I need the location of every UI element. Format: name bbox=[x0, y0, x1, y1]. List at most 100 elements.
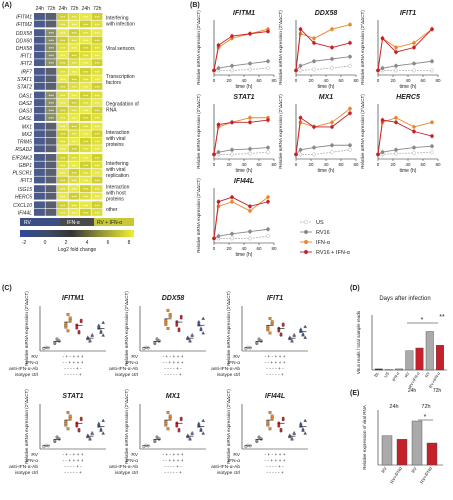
series-line bbox=[213, 196, 269, 239]
chart-title: STAT1 bbox=[62, 393, 83, 400]
gene-label: IFIT2 bbox=[20, 61, 32, 67]
data-point bbox=[394, 151, 398, 156]
series-line bbox=[378, 151, 433, 155]
significance-mark: *** bbox=[60, 22, 66, 27]
day-label: 72h bbox=[421, 404, 430, 410]
series-line bbox=[377, 119, 433, 155]
data-point bbox=[266, 66, 270, 70]
x-tick-label: 20 bbox=[308, 78, 314, 83]
significance-mark: *** bbox=[60, 31, 66, 36]
bar bbox=[396, 439, 408, 466]
heatmap-cell bbox=[57, 59, 68, 67]
series-line bbox=[296, 149, 351, 155]
significance-mark: *** bbox=[60, 15, 66, 20]
significance-mark: *** bbox=[49, 116, 55, 121]
panel-label: (B) bbox=[190, 2, 200, 9]
data-point bbox=[292, 332, 296, 337]
significance-mark: *** bbox=[95, 178, 101, 183]
x-tick-label: 40 bbox=[405, 162, 411, 167]
group-label: with infection bbox=[106, 22, 135, 28]
data-point bbox=[190, 332, 194, 337]
data-point bbox=[79, 416, 83, 420]
heatmap-cell bbox=[45, 51, 57, 59]
scale-tick: 0 bbox=[44, 240, 47, 246]
group-label: with viral bbox=[106, 167, 125, 173]
data-point bbox=[216, 199, 221, 204]
heatmap-cell bbox=[91, 130, 103, 138]
gene-label: STAT1 bbox=[17, 77, 32, 83]
significance-mark: *** bbox=[72, 178, 78, 183]
data-point bbox=[179, 416, 183, 420]
data-point bbox=[301, 331, 305, 336]
heatmap-cell bbox=[80, 82, 91, 90]
heatmap-cell bbox=[80, 130, 91, 138]
data-point bbox=[380, 36, 385, 41]
significance-mark: *** bbox=[72, 156, 78, 161]
data-point bbox=[177, 327, 181, 331]
gene-label: ISG15 bbox=[18, 187, 32, 193]
heatmap-cell bbox=[80, 154, 91, 161]
significance-mark: *** bbox=[83, 77, 89, 82]
x-tick-label: 60 bbox=[256, 162, 262, 167]
heatmap-col-header: 72h bbox=[70, 6, 79, 12]
data-point bbox=[281, 322, 285, 326]
significance-mark: *** bbox=[49, 109, 55, 114]
scale-tick: 8 bbox=[128, 240, 131, 246]
condition-row-marks: - + - + + + bbox=[264, 453, 285, 458]
data-point bbox=[230, 199, 234, 204]
heatmap-cell bbox=[34, 122, 45, 130]
category-label: RV bbox=[380, 466, 387, 474]
heatmap-cell bbox=[57, 67, 68, 75]
data-point bbox=[177, 427, 181, 431]
significance-mark: *** bbox=[95, 101, 101, 106]
data-point bbox=[248, 61, 252, 66]
x-tick-label: 40 bbox=[323, 78, 329, 83]
scale-label: Log2 fold change bbox=[58, 247, 97, 253]
significance-mark: *** bbox=[72, 125, 78, 130]
data-point bbox=[330, 150, 334, 154]
data-point bbox=[266, 29, 270, 34]
data-point bbox=[394, 115, 398, 120]
gene-label: RSAD2 bbox=[15, 147, 32, 153]
significance-mark: *** bbox=[60, 54, 66, 59]
heatmap-cell bbox=[91, 51, 103, 59]
significance-mark: *** bbox=[95, 61, 101, 66]
significance-mark: *** bbox=[95, 156, 101, 161]
data-point bbox=[312, 67, 316, 72]
condition-row-marks: - - + + + + bbox=[162, 361, 183, 366]
heatmap-col-header: 24h bbox=[36, 6, 45, 12]
day-label: 24h bbox=[408, 388, 417, 394]
significance-mark: *** bbox=[72, 140, 78, 145]
x-tick-label: 80 bbox=[271, 246, 277, 251]
legend-entry: RV16 + IFN-α bbox=[316, 250, 351, 256]
x-tick-label: 0 bbox=[213, 78, 216, 83]
group-label: with host bbox=[106, 191, 126, 197]
x-axis-label: time (h) bbox=[236, 168, 253, 174]
heatmap-cell bbox=[34, 154, 45, 161]
bar bbox=[381, 435, 393, 466]
heatmap-cell bbox=[68, 13, 80, 20]
condition-row-label: anti-IFN-α-Ab bbox=[211, 366, 240, 372]
significance-mark: *** bbox=[83, 140, 89, 145]
data-point bbox=[281, 416, 285, 420]
bar bbox=[426, 442, 438, 466]
heatmap-cell bbox=[34, 91, 45, 99]
x-tick-label: 20 bbox=[390, 162, 396, 167]
significance-mark: *** bbox=[95, 77, 101, 82]
data-point bbox=[298, 63, 303, 68]
significance-mark: *** bbox=[83, 39, 89, 44]
significance-mark: *** bbox=[72, 211, 78, 216]
gene-label: GBP1 bbox=[19, 163, 33, 169]
sig-mark: * bbox=[424, 414, 427, 421]
data-point bbox=[298, 27, 303, 32]
heatmap-cell bbox=[80, 169, 91, 176]
data-point bbox=[66, 427, 70, 431]
category-label: US bbox=[383, 371, 390, 379]
data-point bbox=[266, 234, 270, 238]
heatmap-cell bbox=[80, 91, 91, 99]
y-axis-label: Relative mRNA expression (2^ΔΔCT) bbox=[24, 389, 29, 464]
series-line bbox=[213, 117, 268, 155]
significance-mark: *** bbox=[60, 94, 66, 99]
y-axis-label: Relative mRNA expression (2^ΔΔCT) bbox=[124, 291, 129, 366]
condition-row-marks: - - - - - + bbox=[64, 471, 82, 476]
